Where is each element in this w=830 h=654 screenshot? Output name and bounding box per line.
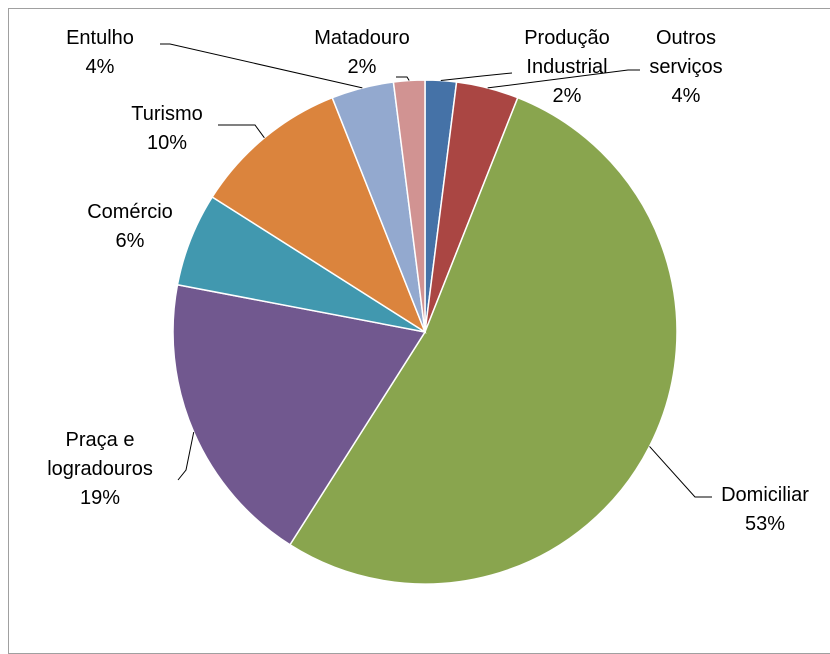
leader-line	[487, 69, 640, 89]
slice-name: Domiciliar	[721, 484, 809, 506]
slice-percent: 53%	[744, 513, 786, 535]
slice-label: Turismo 10%	[97, 100, 237, 158]
slice-percent: 2%	[347, 56, 377, 78]
slice-label: Comércio 6%	[60, 198, 200, 256]
slice-label: Produção Industrial 2%	[511, 24, 623, 111]
slice-percent: 4%	[85, 56, 115, 78]
leader-line	[440, 72, 513, 81]
slice-label: Outros serviços 4%	[636, 24, 736, 111]
slice-percent: 6%	[115, 230, 145, 252]
slice-label: Matadouro 2%	[292, 24, 432, 82]
pie-slice	[288, 96, 678, 585]
slice-name: Matadouro	[314, 27, 410, 49]
slice-percent: 10%	[146, 132, 188, 154]
slice-percent: 4%	[671, 85, 701, 107]
slice-name: Comércio	[87, 201, 173, 223]
slice-name: Produção Industrial	[524, 27, 610, 78]
slice-name: Entulho	[66, 27, 134, 49]
slice-percent: 19%	[79, 487, 121, 509]
leader-line	[396, 76, 410, 81]
leader-line	[160, 43, 363, 89]
slice-name: Praça e logradouros	[47, 429, 153, 480]
pie-slice	[392, 79, 426, 333]
slice-label: Domiciliar 53%	[705, 481, 825, 539]
leader-line	[177, 431, 195, 481]
leader-line	[218, 124, 265, 139]
slice-label: Praça e logradouros 19%	[33, 426, 168, 513]
slice-percent: 2%	[552, 85, 582, 107]
pie-slice	[211, 96, 427, 334]
slice-name: Outros serviços	[649, 27, 723, 78]
pie-slice	[172, 283, 427, 546]
slice-label: Entulho 4%	[30, 24, 170, 82]
leader-line	[649, 446, 712, 498]
slice-name: Turismo	[131, 103, 203, 125]
